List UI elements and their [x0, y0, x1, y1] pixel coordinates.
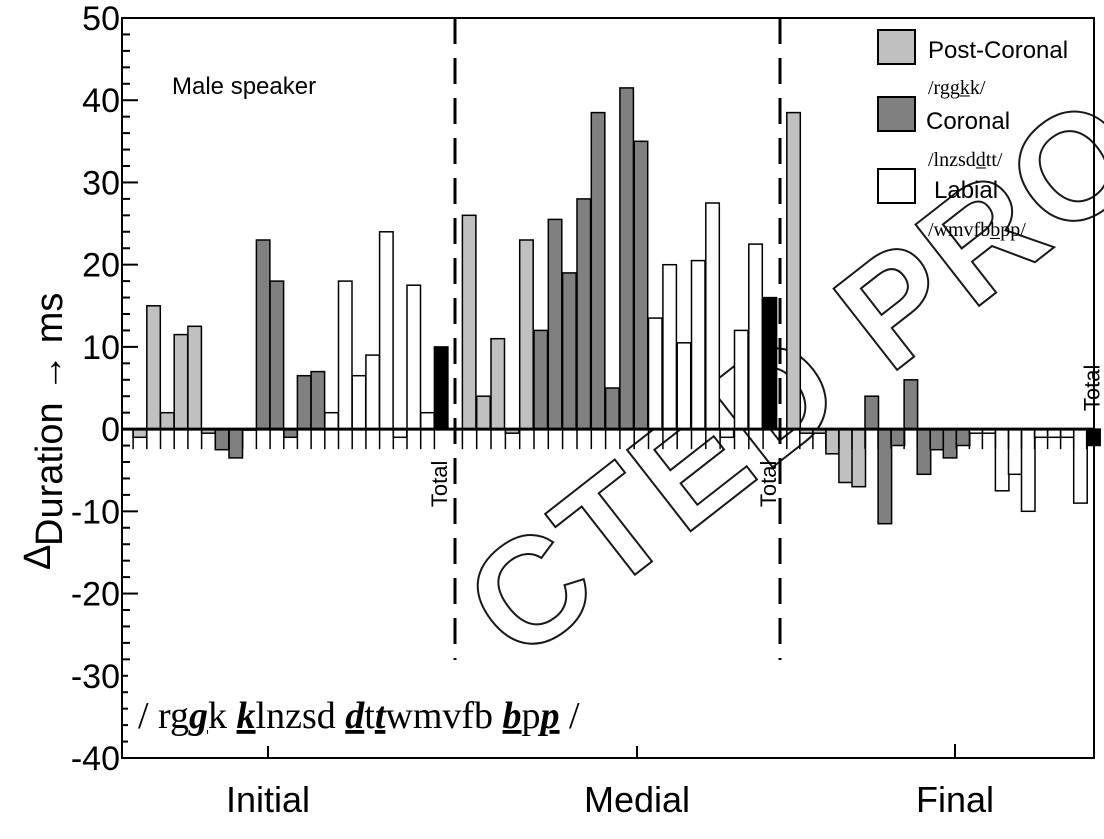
bar: [1020, 428, 1036, 513]
legend-phoneme-set: /rggk̲k/: [928, 77, 986, 99]
y-tick-label: 50: [82, 0, 120, 38]
phoneme-box: [128, 668, 776, 746]
y-tick-label: 0: [101, 411, 120, 449]
bar: [864, 395, 880, 430]
phoneme-string: / rggk klnzsd dttwmvfb bpp /: [138, 695, 580, 737]
bar: [619, 87, 635, 430]
bar-total: [433, 346, 449, 430]
bar: [255, 239, 271, 430]
legend-swatch: [877, 168, 916, 204]
bar: [786, 111, 802, 430]
y-tick-label: -10: [71, 493, 120, 531]
legend-swatch: [877, 96, 916, 132]
legend-swatch: [877, 29, 916, 65]
bar: [942, 428, 958, 459]
bar: [406, 284, 422, 430]
legend: Post-Coronal/rggk̲k/Coronal/lnzsdd̲tt/La…: [877, 29, 1068, 241]
y-tick-label: 20: [82, 247, 120, 285]
bar: [903, 379, 919, 430]
legend-phoneme-set: /wmvfbb̲pp/: [928, 219, 1026, 241]
bar: [533, 329, 549, 430]
y-axis-title: Δ Duration → ms: [17, 293, 71, 570]
labels-layer: Total Total Total -40 -30 -20 -10 0 10 20 30 40 50 In…: [71, 0, 1104, 820]
bar: [604, 387, 620, 430]
bar: [748, 243, 764, 430]
bar: [378, 231, 394, 430]
bar: [890, 428, 906, 447]
total-label: Total: [1080, 365, 1104, 411]
y-axis-label: Duration → ms: [29, 293, 71, 546]
x-category-label: Final: [916, 779, 994, 820]
bar: [296, 374, 312, 430]
bar: [187, 325, 203, 430]
legend-label: Labial: [934, 177, 998, 204]
bar: [159, 411, 175, 430]
axes: [121, 17, 1095, 759]
bar: [547, 218, 563, 430]
bar: [561, 272, 577, 430]
total-label: Total: [756, 461, 781, 507]
y-tick-label: 30: [82, 164, 120, 202]
bar: [662, 263, 678, 430]
bar: [173, 333, 189, 430]
x-category-label: Initial: [226, 779, 310, 820]
y-tick-label: 40: [82, 82, 120, 120]
bar: [518, 239, 534, 430]
legend-label: Coronal: [926, 108, 1010, 135]
bar: [475, 395, 491, 430]
y-axis-delta: Δ: [17, 545, 59, 570]
bar: [633, 140, 649, 430]
bar: [1007, 428, 1023, 476]
x-category-label: Medial: [584, 779, 690, 820]
bar: [310, 370, 326, 430]
speaker-annotation: Male speaker: [172, 73, 316, 100]
bar-total: [762, 296, 778, 430]
bar: [955, 428, 971, 447]
bar: [590, 111, 606, 430]
bar: [994, 428, 1010, 492]
bar: [214, 428, 230, 451]
bar: [324, 411, 340, 430]
bar: [690, 259, 706, 430]
legend-label: Post-Coronal: [928, 37, 1068, 64]
bar: [877, 428, 893, 525]
bar: [365, 354, 381, 430]
bar: [461, 214, 477, 430]
y-tick-label: 10: [82, 329, 120, 367]
bar: [146, 305, 162, 430]
bar: [838, 428, 854, 484]
bar: [419, 411, 435, 430]
y-tick-label: -40: [71, 740, 120, 778]
y-tick-label: -30: [71, 658, 120, 696]
bars-layer: [132, 87, 1101, 525]
bar: [337, 280, 353, 430]
bar: [929, 428, 945, 451]
section-dividers: [453, 18, 782, 660]
bar: [825, 428, 841, 455]
bar: [647, 317, 663, 430]
bar: [490, 337, 506, 430]
bar: [676, 342, 692, 430]
bar: [1072, 428, 1088, 504]
bar: [705, 202, 721, 430]
bar: [916, 428, 932, 476]
bar: [733, 329, 749, 430]
bar: [351, 374, 367, 430]
bar: [576, 198, 592, 430]
bar: [269, 280, 285, 430]
y-tick-label: -20: [71, 576, 120, 614]
legend-phoneme-set: /lnzsdd̲tt/: [928, 149, 1003, 171]
plot-frame: [121, 17, 1095, 759]
total-label: Total: [427, 461, 452, 507]
bar: [851, 428, 867, 488]
bar: [228, 428, 244, 459]
